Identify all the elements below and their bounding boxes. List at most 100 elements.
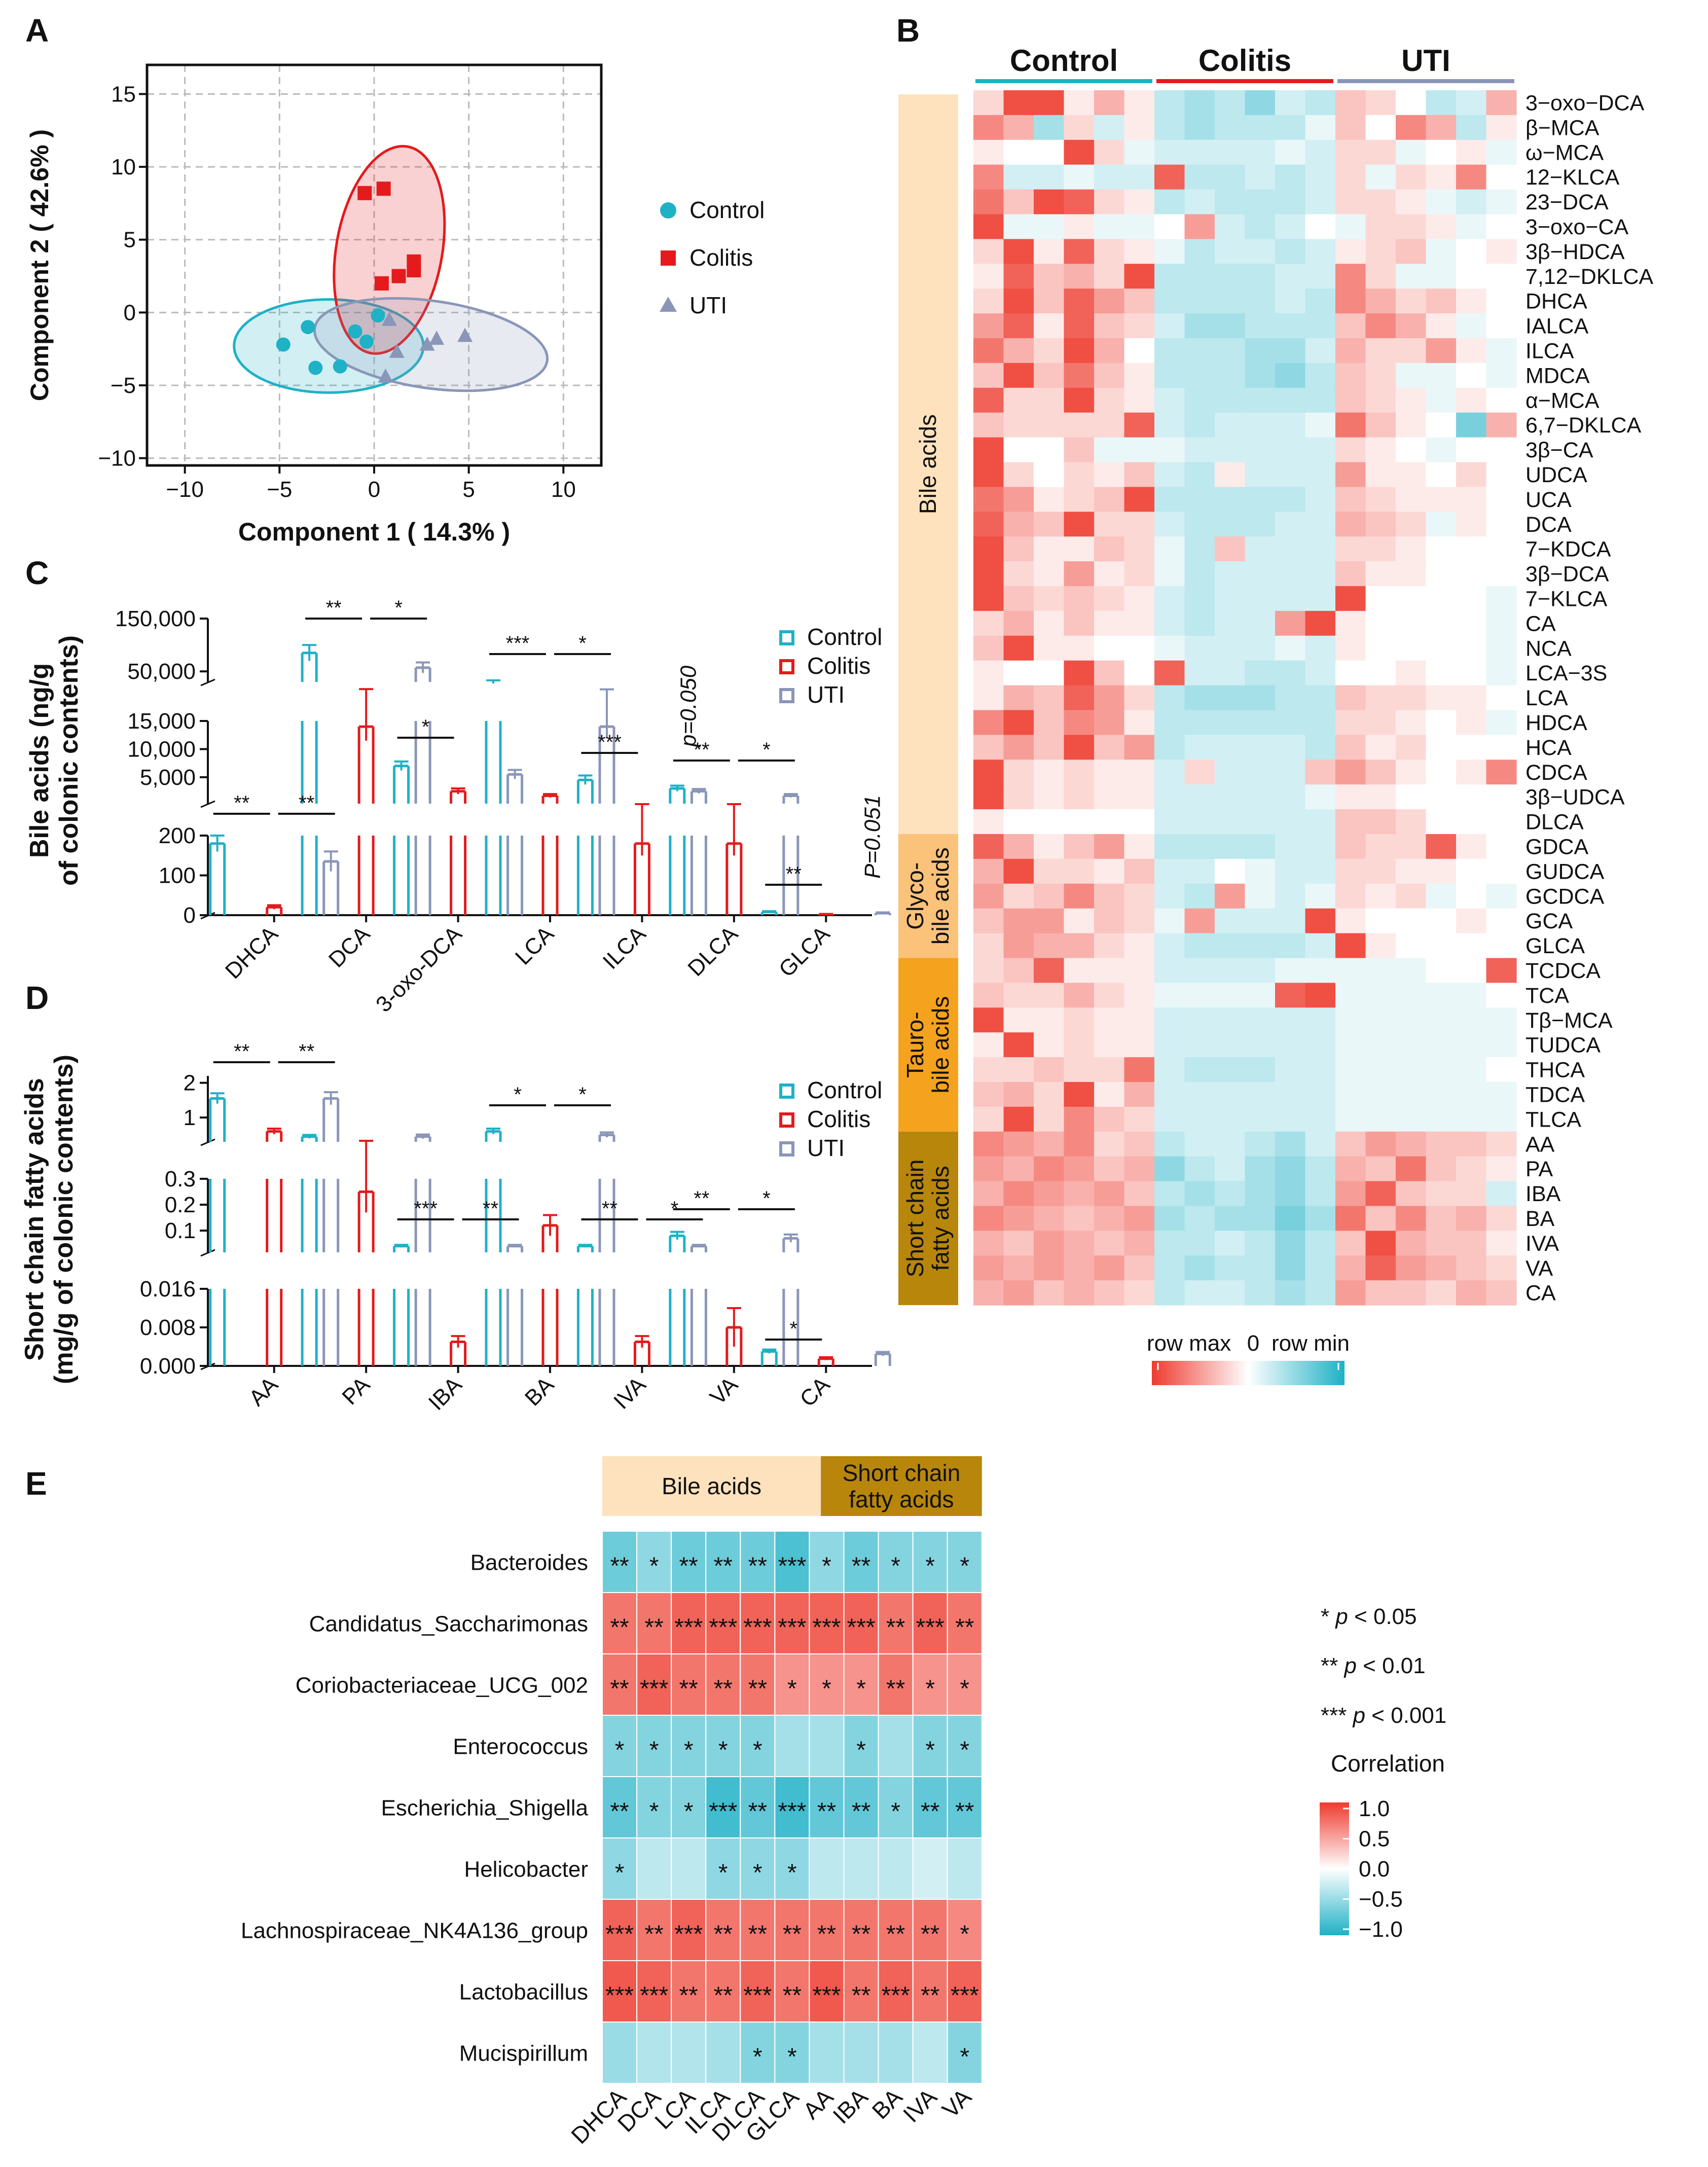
heatmap-cell [1184,264,1215,289]
heatmap-cell [1184,536,1215,562]
heatmap-cell [1335,512,1366,537]
heatmap-cell [1215,239,1246,264]
heatmap-cell [1124,660,1155,686]
cell-stars: * [925,1676,935,1703]
heatmap-cell [1486,958,1517,983]
heatmap-cell [1275,90,1306,116]
cell-stars: ** [714,1921,733,1948]
heatmap-cell [1335,1082,1366,1107]
heatmap-cell [1456,1255,1487,1281]
correlation-cell [671,1899,707,1961]
heatmap-cell [1365,710,1396,735]
heatmap-cell [1456,536,1487,562]
correlation-cell [636,2021,672,2084]
heatmap-cell [1456,1131,1487,1157]
row-label: ω−MCA [1525,140,1604,165]
heatmap-cell [1094,90,1125,116]
heatmap-cell [1034,189,1065,215]
cell-stars: ** [852,1798,870,1825]
heatmap-cell [1064,1231,1095,1256]
heatmap-cell [1034,1181,1065,1207]
heatmap-cell [1124,586,1155,611]
heatmap-cell [1486,685,1517,711]
axis-break [200,1138,215,1146]
heatmap-cell [1275,735,1306,760]
row-label: TLCA [1525,1107,1581,1132]
heatmap-cell [1486,437,1517,463]
heatmap-cell [1245,214,1276,239]
heatmap-cell [1305,735,1336,760]
row-label: DCA [1525,513,1572,537]
heatmap-cell [1034,437,1065,463]
heatmap-cell [1184,1280,1215,1306]
cell-stars: ** [748,1798,767,1825]
heatmap-cell [1365,1206,1396,1231]
heatmap-cell [1154,610,1185,636]
correlation-cell [912,1776,948,1838]
heatmap-cell [1124,635,1155,661]
heatmap-cell [1094,1255,1125,1281]
heatmap-cell [1396,164,1427,190]
correlation-cell [947,1653,983,1716]
heatmap-cell [1396,784,1427,810]
heatmap-cell [1245,115,1276,140]
heatmap-cell [1215,710,1246,735]
heatmap-cell [1215,735,1246,760]
row-label: TUDCA [1525,1033,1601,1058]
heatmap-cell [973,387,1004,413]
heatmap-cell [1034,983,1065,1008]
heatmap-cell [1124,760,1155,785]
heatmap-cell [1124,264,1155,289]
point-control [308,360,323,375]
heatmap-cell [1034,412,1065,438]
heatmap-cell [1154,1106,1185,1132]
heatmap-cell [1486,983,1517,1008]
heatmap-cell [1426,610,1457,636]
cell-stars: ** [644,1921,663,1948]
row-label: IVA [1525,1232,1559,1256]
heatmap-cell [1154,1206,1185,1231]
heatmap-cell [1034,487,1065,512]
heatmap-cell [1215,214,1246,239]
heatmap-cell [1365,1057,1396,1082]
heatmap-cell [1094,586,1125,611]
heatmap-cell [1396,239,1427,264]
heatmap-cell [1486,1206,1517,1231]
row-label: THCA [1525,1058,1585,1082]
heatmap-cell [1094,1007,1125,1033]
row-label: 3β−DCA [1525,562,1609,587]
heatmap-cell [1245,363,1276,388]
correlation-cell [602,1653,638,1716]
heatmap-cell [1245,164,1276,190]
heatmap-cell [973,1280,1004,1306]
x-tick-label: 3-oxo-DCA [371,921,467,1017]
heatmap-cell [973,164,1004,190]
cell-stars: ** [921,1798,939,1825]
row-label: Enterococcus [453,1735,588,1759]
point-colitis [357,186,372,200]
cell-stars: * [822,1553,831,1580]
heatmap-cell [1154,1255,1185,1281]
heatmap-cell [1365,1032,1396,1058]
heatmap-cell [1245,1106,1276,1132]
row-label: 7−KLCA [1525,587,1608,611]
heatmap-cell [1486,1255,1517,1281]
heatmap-cell [1335,536,1366,562]
heatmap-cell [1275,958,1306,983]
x-tick-label: −10 [166,477,204,502]
row-label: 3−oxo−DCA [1525,91,1645,115]
heatmap-cell [1426,784,1457,810]
heatmap-cell [1275,635,1306,661]
heatmap-cell [1456,586,1487,611]
correlation-cell [740,1837,776,1900]
heatmap-cell [1094,635,1125,661]
heatmap-cell [1335,1231,1366,1256]
heatmap-cell [1064,784,1095,810]
heatmap-cell [973,288,1004,314]
y-tick-label: −5 [111,373,136,398]
y-tick-label: 0.2 [165,1193,196,1217]
heatmap-cell [1094,288,1125,314]
heatmap-cell [1426,487,1457,512]
heatmap-cell [1215,387,1246,413]
heatmap-cell [1154,164,1185,190]
